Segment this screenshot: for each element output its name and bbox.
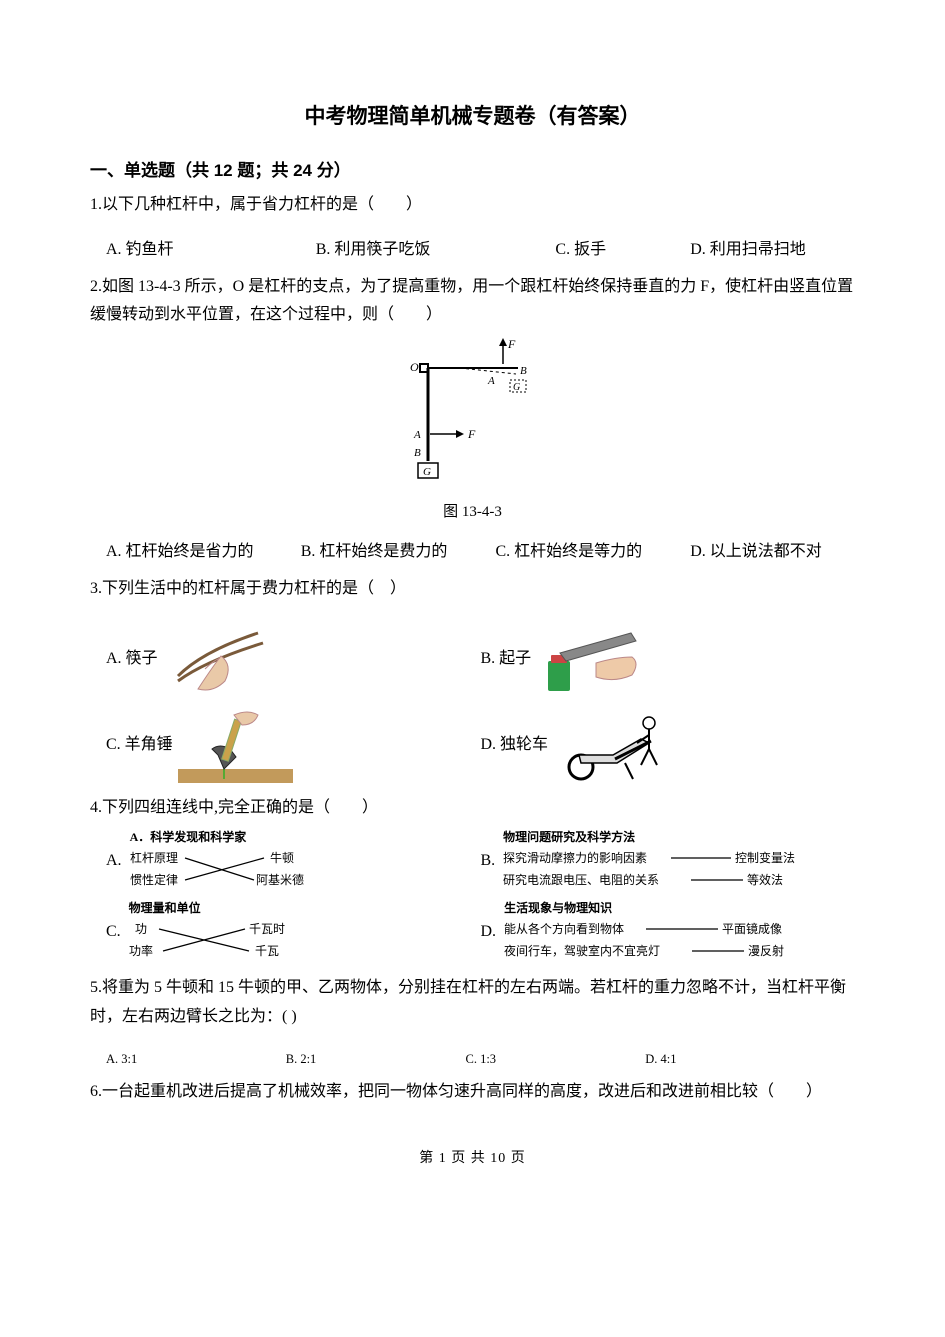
- q2-text: 2.如图 13-4-3 所示，O 是杠杆的支点，为了提高重物，用一个跟杠杆始终保…: [90, 273, 855, 331]
- q4-a-l2l: 惯性定律: [130, 872, 178, 887]
- q2-option-d: D. 以上说法都不对: [690, 538, 855, 567]
- lever-diagram: F O A B G A: [388, 336, 558, 486]
- q4-option-b: B.: [481, 847, 496, 876]
- bottle-opener-image: [535, 620, 652, 700]
- label-F-side: F: [467, 427, 476, 441]
- q4-d-l1r: 平面镜成像: [722, 921, 782, 936]
- q3-option-d: D. 独轮车: [481, 731, 549, 760]
- q4-c-l1r: 千瓦时: [249, 922, 285, 936]
- question-4: 4.下列四组连线中,完全正确的是（ ） A. A．科学发现和科学家 杠杆原理 牛…: [90, 794, 855, 967]
- q2-option-a: A. 杠杆始终是省力的: [106, 538, 301, 567]
- section-heading: 一、单选题（共 12 题；共 24 分）: [90, 156, 855, 181]
- q1-option-b: B. 利用筷子吃饭: [316, 236, 556, 265]
- q4-c-l2l: 功率: [129, 943, 153, 958]
- q3-option-c: C. 羊角锤: [106, 731, 173, 760]
- q4-a-box: A．科学发现和科学家 杠杆原理 牛顿 惯性定律 阿基米德: [130, 828, 320, 895]
- q4-b-l1r: 控制变量法: [735, 850, 795, 865]
- q1-text: 1.以下几种杠杆中，属于省力杠杆的是（ ）: [90, 191, 855, 220]
- chopsticks-image: [162, 620, 279, 700]
- label-O: O: [410, 360, 419, 374]
- q2-option-c: C. 杠杆始终是等力的: [495, 538, 690, 567]
- question-3: 3.下列生活中的杠杆属于费力杠杆的是（ ） A. 筷子 B. 起子: [90, 575, 855, 786]
- q4-d-l2r: 漫反射: [748, 943, 784, 958]
- label-G-top: G: [513, 382, 520, 393]
- q4-option-a: A.: [106, 847, 122, 876]
- question-5: 5.将重为 5 牛顿和 15 牛顿的甲、乙两物体，分别挂在杠杆的左右两端。若杠杆…: [90, 974, 855, 1070]
- q4-b-l2l: 研究电流跟电压、电阻的关系: [503, 872, 659, 887]
- q3-option-a: A. 筷子: [106, 645, 158, 674]
- q4-option-d: D.: [481, 918, 497, 947]
- q4-c-l1l: 功: [135, 922, 147, 936]
- q4-b-l1l: 探究滑动摩擦力的影响因素: [503, 850, 647, 865]
- q4-a-l1r: 牛顿: [270, 850, 294, 865]
- q1-option-a: A. 钓鱼杆: [106, 236, 316, 265]
- q4-d-l1l: 能从各个方向看到物体: [504, 921, 624, 936]
- q5-option-d: D. 4:1: [645, 1048, 825, 1071]
- q4-option-c: C.: [106, 918, 121, 947]
- wheelbarrow-image: [552, 706, 669, 786]
- label-F-top: F: [507, 337, 516, 351]
- q5-option-a: A. 3:1: [106, 1048, 286, 1071]
- label-G-bottom: G: [423, 466, 431, 478]
- q5-text: 5.将重为 5 牛顿和 15 牛顿的甲、乙两物体，分别挂在杠杆的左右两端。若杠杆…: [90, 974, 855, 1032]
- q1-option-d: D. 利用扫帚扫地: [690, 236, 855, 265]
- q2-option-b: B. 杠杆始终是费力的: [301, 538, 496, 567]
- claw-hammer-image: [177, 706, 294, 786]
- label-A-top: A: [487, 375, 495, 387]
- q4-d-box: 生活现象与物理知识 能从各个方向看到物体 平面镜成像 夜间行车，驾驶室内不宜亮灯…: [504, 899, 804, 966]
- page-title: 中考物理简单机械专题卷（有答案）: [90, 100, 855, 130]
- question-1: 1.以下几种杠杆中，属于省力杠杆的是（ ） A. 钓鱼杆 B. 利用筷子吃饭 C…: [90, 191, 855, 265]
- question-6: 6.一台起重机改进后提高了机械效率，把同一物体匀速升高同样的高度，改进后和改进前…: [90, 1078, 855, 1107]
- q5-option-b: B. 2:1: [286, 1048, 466, 1071]
- q4-d-l2l: 夜间行车，驾驶室内不宜亮灯: [504, 943, 660, 958]
- q4-b-box: 物理问题研究及科学方法 探究滑动摩擦力的影响因素 控制变量法 研究电流跟电压、电…: [503, 828, 803, 895]
- label-B-top: B: [520, 365, 527, 377]
- q1-option-c: C. 扳手: [555, 236, 690, 265]
- q4-c-box: 物理量和单位 功 千瓦时 功率 千瓦: [129, 899, 319, 966]
- q4-a-l2r: 阿基米德: [256, 872, 304, 887]
- label-A-side: A: [413, 429, 421, 441]
- q5-option-c: C. 1:3: [466, 1048, 646, 1071]
- q3-text: 3.下列生活中的杠杆属于费力杠杆的是（ ）: [90, 575, 855, 604]
- q4-text: 4.下列四组连线中,完全正确的是（ ）: [90, 794, 855, 823]
- question-2: 2.如图 13-4-3 所示，O 是杠杆的支点，为了提高重物，用一个跟杠杆始终保…: [90, 273, 855, 567]
- q4-c-l2r: 千瓦: [255, 944, 279, 958]
- q4-b-l2r: 等效法: [747, 872, 783, 887]
- page-footer: 第 1 页 共 10 页: [90, 1147, 855, 1167]
- q2-caption: 图 13-4-3: [90, 499, 855, 526]
- label-B-side: B: [414, 447, 421, 459]
- q6-text: 6.一台起重机改进后提高了机械效率，把同一物体匀速升高同样的高度，改进后和改进前…: [90, 1078, 855, 1107]
- q4-a-l1l: 杠杆原理: [130, 850, 178, 865]
- q3-option-b: B. 起子: [481, 645, 532, 674]
